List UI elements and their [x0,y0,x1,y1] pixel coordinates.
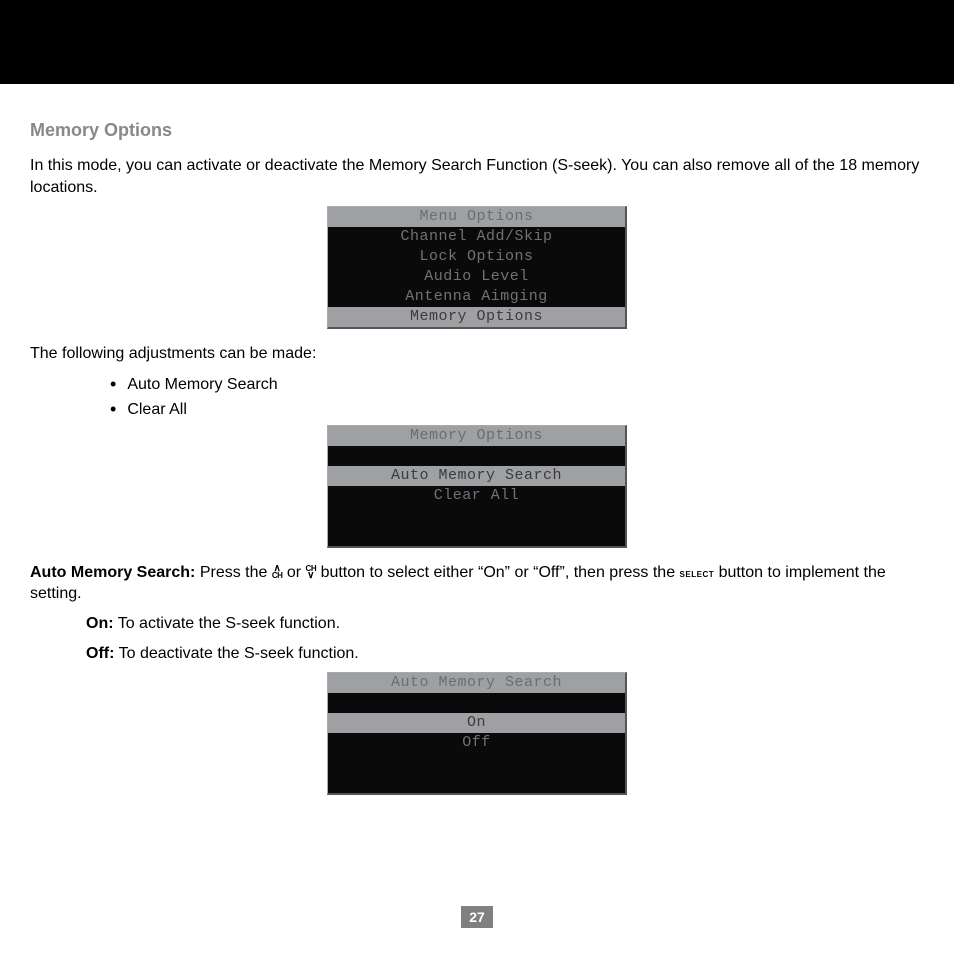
lcd-row-selected: Auto Memory Search [328,466,625,486]
lcd-row-empty [328,693,625,713]
ch-up-icon: ∧CH [272,565,283,579]
lcd-row-selected: Memory Options [328,307,625,327]
lcd-row-empty [328,773,625,793]
adjustment-list: Auto Memory Search Clear All [30,373,924,419]
list-item: Auto Memory Search [110,373,924,394]
page-content: Memory Options In this mode, you can act… [0,84,954,795]
lcd-screen-menu-options: Menu Options Channel Add/Skip Lock Optio… [327,206,627,329]
ch-down-icon: CH∨ [306,565,317,579]
lcd-row: Lock Options [328,247,625,267]
lcd-row: Channel Add/Skip [328,227,625,247]
off-line: Off: To deactivate the S-seek function. [30,643,924,665]
lcd-row-selected: On [328,713,625,733]
top-black-band [0,0,954,84]
ams-label: Auto Memory Search: [30,564,195,581]
lcd-row: Audio Level [328,267,625,287]
intro-paragraph: In this mode, you can activate or deacti… [30,155,924,198]
lcd-row-empty [328,446,625,466]
section-title: Memory Options [30,120,924,141]
ams-paragraph: Auto Memory Search: Press the ∧CH or CH∨… [30,562,924,605]
lcd-row-empty [328,506,625,526]
ams-text-1: Press the [195,564,271,581]
lcd-title: Menu Options [328,207,625,227]
adjust-intro: The following adjustments can be made: [30,343,924,365]
on-label: On: [86,615,114,632]
list-item: Clear All [110,398,924,419]
lcd-row: Off [328,733,625,753]
lcd-row-empty [328,753,625,773]
lcd-title: Memory Options [328,426,625,446]
on-text: To activate the S-seek function. [114,615,341,632]
off-label: Off: [86,645,114,662]
ams-text-3: button to select either “On” or “Off”, t… [321,564,680,581]
lcd-row-empty [328,526,625,546]
lcd-screen-auto-memory-search: Auto Memory Search On Off [327,672,627,795]
on-line: On: To activate the S-seek function. [30,613,924,635]
ams-text-2: or [287,564,306,581]
lcd-row: Clear All [328,486,625,506]
select-icon: SELECT [680,570,715,579]
page-number-bar: 27 [0,906,954,928]
lcd-title: Auto Memory Search [328,673,625,693]
off-text: To deactivate the S-seek function. [114,645,358,662]
lcd-screen-memory-options: Memory Options Auto Memory Search Clear … [327,425,627,548]
page-number: 27 [461,906,493,928]
lcd-row: Antenna Aimging [328,287,625,307]
